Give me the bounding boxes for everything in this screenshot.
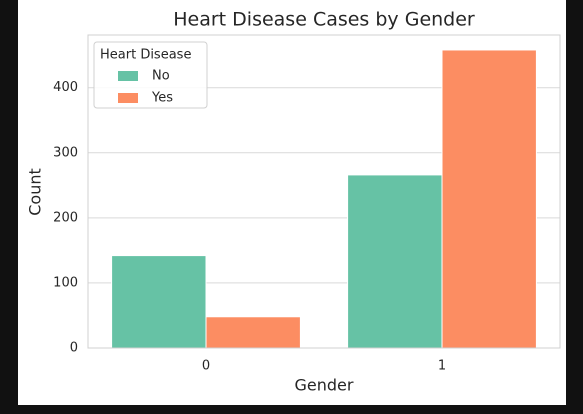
legend: Heart Disease No Yes — [93, 41, 208, 109]
x-tick-label: 0 — [202, 359, 210, 374]
x-tick-label: 1 — [438, 359, 446, 374]
y-tick-label: 400 — [53, 80, 78, 95]
y-tick-label: 0 — [70, 341, 78, 356]
y-tick-label: 200 — [53, 210, 78, 225]
bar — [111, 255, 207, 349]
bar — [441, 49, 537, 349]
legend-title: Heart Disease — [100, 48, 191, 63]
y-tick-label: 300 — [53, 145, 78, 160]
bar — [205, 316, 301, 349]
bar — [347, 174, 443, 349]
legend-label: Yes — [151, 91, 173, 106]
plot-border — [87, 34, 561, 349]
x-axis-label: Gender — [295, 376, 354, 395]
legend-swatch — [118, 93, 138, 103]
y-axis-label: Count — [26, 168, 45, 216]
y-tick-label: 100 — [53, 275, 78, 290]
legend-label: No — [152, 69, 170, 84]
chart-title: Heart Disease Cases by Gender — [173, 9, 475, 31]
legend-swatch — [118, 71, 138, 81]
legend-box — [93, 41, 208, 109]
